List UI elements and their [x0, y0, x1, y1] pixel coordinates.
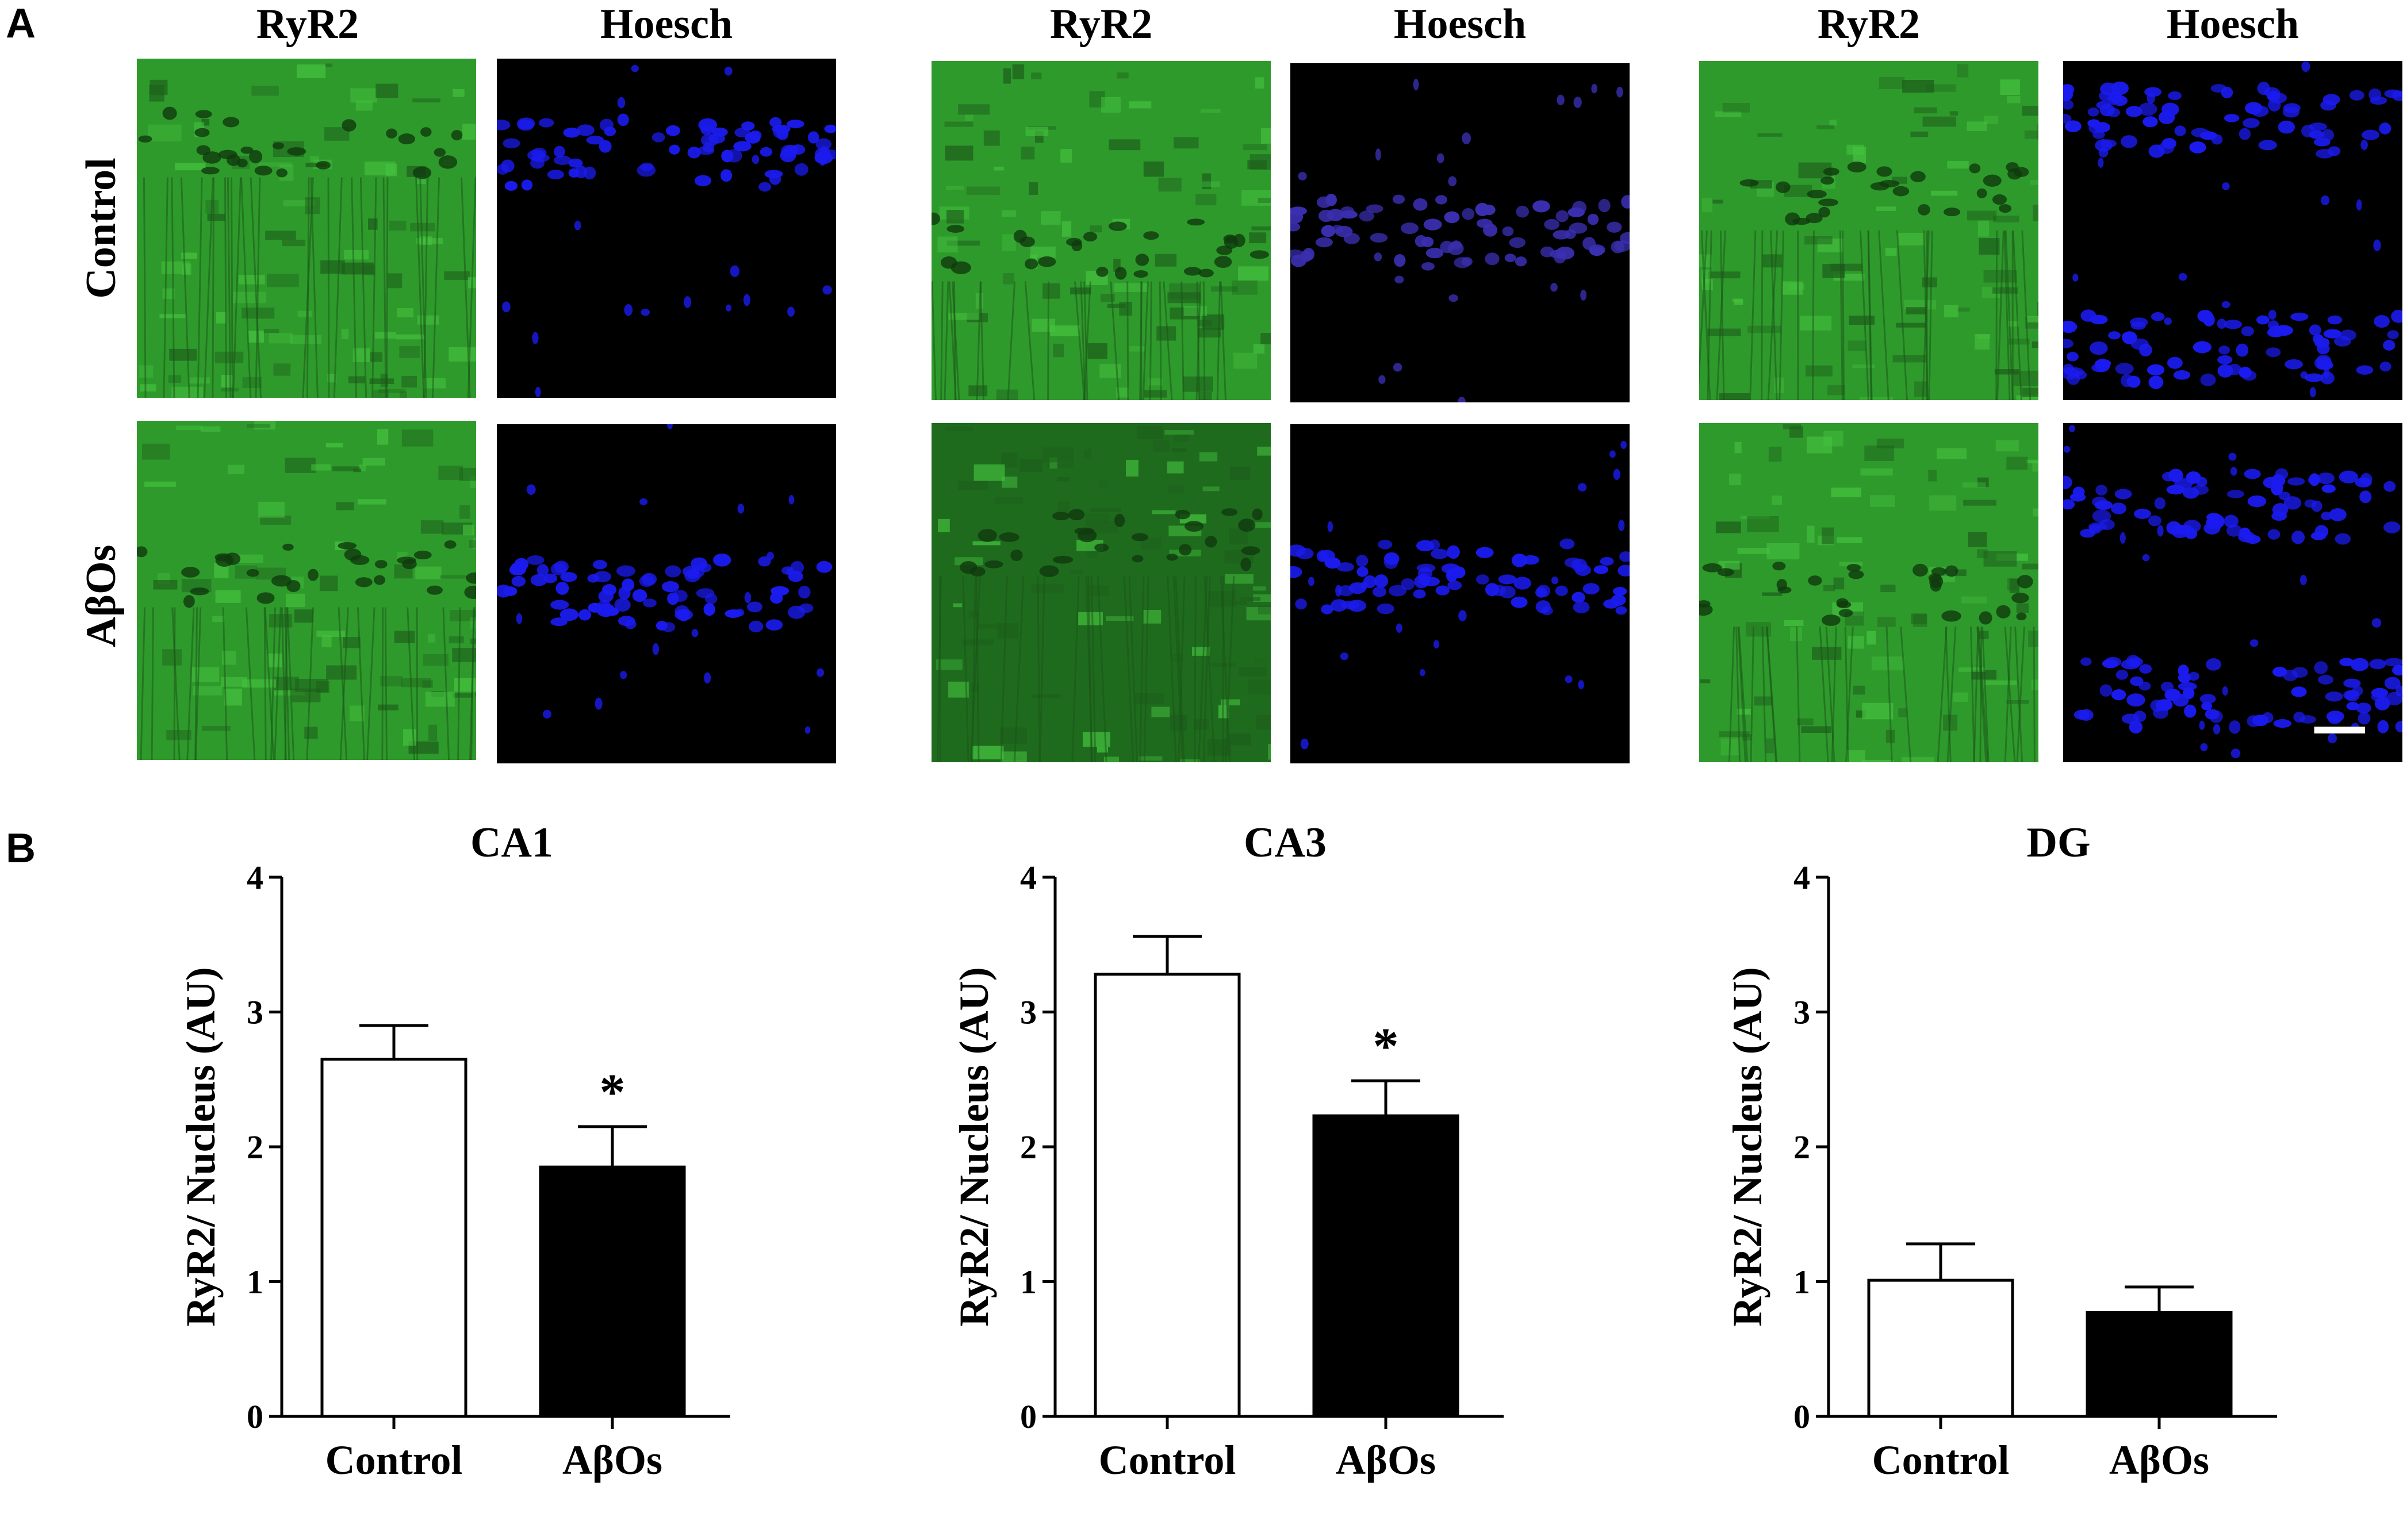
- chart-title: DG: [2027, 819, 2091, 866]
- micrograph-ryr2-ca3-abos: [932, 423, 1271, 762]
- significance-marker: *: [600, 1064, 626, 1121]
- micrograph-ryr2-ca1-abos: [137, 421, 476, 760]
- header-hoesch-dg: Hoesch: [2166, 1, 2299, 48]
- bar-abos: [1312, 1114, 1459, 1418]
- x-tick-label: AβOs: [2109, 1437, 2209, 1483]
- y-tick-label: 4: [1793, 859, 1810, 896]
- y-axis-label: RyR2/ Nucleus (AU): [951, 967, 997, 1326]
- y-tick-label: 3: [247, 994, 263, 1031]
- y-tick-label: 2: [247, 1128, 263, 1166]
- micrograph-ryr2-dg-control: [1699, 61, 2038, 400]
- bar-control: [1867, 1278, 2014, 1418]
- chart-ca1: CA1 RyR2/ Nucleus (AU) 0 1 2 3 4 Control AβOs *: [132, 793, 880, 1540]
- micrograph-hoesch-ca1-abos: [497, 424, 836, 763]
- significance-marker: *: [1373, 1018, 1399, 1075]
- bar-abos: [2086, 1311, 2233, 1418]
- chart-dg: DG RyR2/ Nucleus (AU) 0 1 2 3 4 Control AβOs: [1679, 793, 2407, 1540]
- y-tick-label: 0: [1020, 1398, 1037, 1435]
- panel-b-label: B: [6, 825, 36, 871]
- bar-control: [1094, 973, 1241, 1418]
- header-ryr2-ca1: RyR2: [256, 1, 359, 48]
- y-axis-label: RyR2/ Nucleus (AU): [178, 967, 224, 1326]
- x-tick-label: Control: [325, 1437, 463, 1483]
- x-tick-label: Control: [1099, 1437, 1236, 1483]
- micrograph-ryr2-ca1-control: [137, 59, 476, 398]
- y-tick-label: 2: [1020, 1128, 1037, 1166]
- y-tick-label: 0: [1793, 1398, 1810, 1435]
- micrograph-hoesch-dg-control: [2063, 61, 2402, 400]
- micrograph-hoesch-ca3-control: [1290, 63, 1630, 402]
- scale-bar: [2314, 727, 2366, 733]
- micrograph-hoesch-ca3-abos: [1290, 424, 1630, 763]
- y-tick-label: 2: [1793, 1128, 1810, 1166]
- y-tick-label: 4: [1020, 859, 1037, 896]
- x-tick-label: AβOs: [562, 1437, 662, 1483]
- header-hoesch-ca3: Hoesch: [1393, 1, 1527, 48]
- y-tick-label: 1: [1793, 1264, 1810, 1301]
- y-tick-label: 1: [1020, 1264, 1037, 1301]
- micrograph-ryr2-dg-abos: [1699, 423, 2038, 762]
- y-tick-label: 1: [247, 1264, 263, 1301]
- bar-control: [320, 1058, 467, 1418]
- row-label-abos: AβOs: [78, 544, 125, 648]
- chart-title: CA1: [470, 819, 553, 866]
- chart-ca3: CA3 RyR2/ Nucleus (AU) 0 1 2 3 4 Control AβOs *: [906, 793, 1653, 1540]
- header-ryr2-ca3: RyR2: [1049, 1, 1153, 48]
- chart-title: CA3: [1244, 819, 1327, 866]
- panel-a-label: A: [6, 1, 36, 47]
- x-tick-label: Control: [1872, 1437, 2010, 1483]
- y-tick-label: 3: [1020, 994, 1037, 1031]
- y-axis-label: RyR2/ Nucleus (AU): [1724, 967, 1770, 1326]
- x-tick-label: AβOs: [1336, 1437, 1436, 1483]
- micrograph-hoesch-ca1-control: [497, 59, 836, 398]
- header-hoesch-ca1: Hoesch: [600, 1, 733, 48]
- y-tick-label: 4: [247, 859, 263, 896]
- bar-abos: [539, 1165, 686, 1418]
- micrograph-ryr2-ca3-control: [932, 61, 1271, 400]
- y-tick-label: 0: [247, 1398, 263, 1435]
- y-tick-label: 3: [1793, 994, 1810, 1031]
- row-label-control: Control: [78, 158, 125, 299]
- micrograph-hoesch-dg-abos: [2063, 423, 2402, 762]
- header-ryr2-dg: RyR2: [1817, 1, 1921, 48]
